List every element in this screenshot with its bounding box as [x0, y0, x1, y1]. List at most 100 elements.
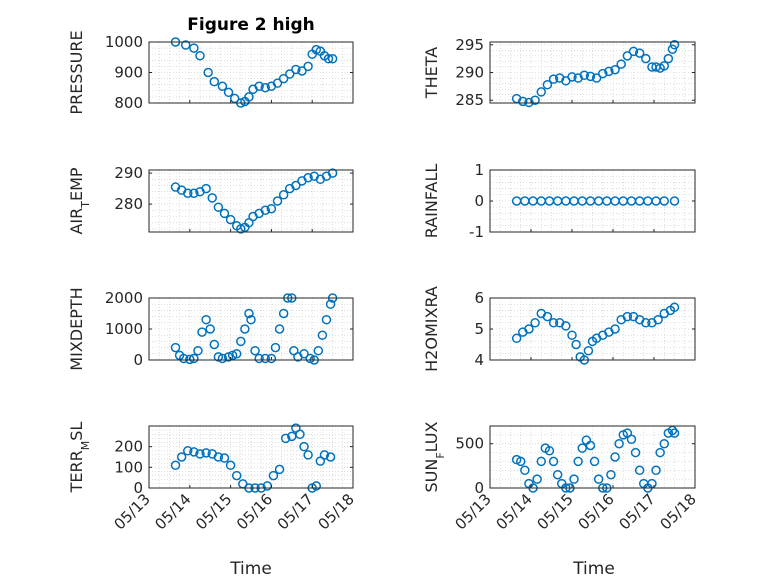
panel-rainfall-ytick-label: 1	[474, 161, 484, 179]
panel-sun-flux-point	[593, 474, 604, 484]
panel-mixdepth-point	[223, 352, 234, 362]
panel-pressure-point	[254, 81, 264, 91]
panel-h2omixra-point	[561, 321, 571, 331]
panel-h2omixra-point	[524, 324, 534, 334]
panel-h2omixra-ytick-label: 4	[474, 351, 484, 369]
panel-theta-point	[667, 44, 678, 54]
panel-air-temp-ytick-label: 280	[114, 195, 143, 213]
panel-sun-flux-point	[544, 446, 555, 456]
panel-pressure-ytick-label: 900	[114, 64, 143, 82]
panel-sun-flux-ytick-label: 0	[474, 479, 484, 497]
panel-mixdepth-point	[185, 354, 195, 365]
panel-theta-point	[628, 46, 639, 57]
panel-air-temp-ytick-label: 290	[114, 164, 143, 182]
panel-pressure-point	[260, 83, 271, 93]
panel-theta-ytick-label: 290	[455, 64, 484, 82]
panel-h2omixra-point	[622, 311, 633, 322]
panel-theta-point	[663, 53, 674, 64]
panel-theta: 285 290 295 THETA	[422, 36, 696, 109]
panel-theta-point	[579, 70, 590, 81]
panel-pressure-point	[278, 73, 289, 84]
panel-h2omixra-ylabel: H2OMIXRA	[422, 286, 441, 372]
panel-mixdepth-point	[231, 349, 242, 359]
panel-h2omixra: 4 5 6 H2OMIXRA	[422, 286, 696, 372]
panel-sun-flux-point	[630, 447, 641, 458]
panel-rainfall-ylabel: RAINFALL	[422, 164, 441, 239]
panel-sun-flux-point	[589, 456, 600, 467]
panel-terr-msl-point	[176, 452, 187, 462]
panel-mixdepth-point	[246, 314, 256, 325]
panel-terr-msl-ytick-label: 100	[114, 458, 143, 476]
panel-theta-point	[669, 40, 680, 50]
panel-mixdepth-ytick-label: 1000	[105, 320, 143, 338]
panel-sun-flux-point	[585, 440, 596, 451]
panel-theta-point	[610, 64, 620, 75]
panel-pressure-point	[311, 44, 322, 55]
panel-mixdepth-point	[299, 349, 309, 359]
panel-mixdepth: 0 1000 2000 MIXDEPTH	[67, 287, 354, 371]
panel-terr-msl-xtick-label: 05/18	[315, 490, 358, 533]
panel-terr-msl-point	[189, 447, 199, 457]
panel-mixdepth-point	[217, 353, 228, 364]
panel-sun-flux-point	[577, 443, 587, 453]
panel-pressure-point	[303, 61, 313, 72]
panel-pressure-point	[189, 43, 199, 53]
panel-h2omixra-point	[548, 318, 559, 328]
panel-pressure-point	[195, 50, 205, 61]
panel-mixdepth-point	[236, 336, 246, 347]
panel-rainfall: -1 0 1 RAINFALL	[422, 161, 696, 241]
panel-theta-point	[634, 48, 645, 58]
panel-mixdepth-point	[205, 324, 215, 334]
panel-air-temp-point	[183, 188, 193, 198]
panel-air-temp-point	[327, 168, 338, 178]
panel-sun-flux-point	[614, 438, 624, 449]
panel-theta-point	[616, 59, 626, 69]
panel-h2omixra-point	[583, 345, 594, 356]
panel-pressure-point	[285, 69, 295, 79]
panel-mixdepth-point	[274, 324, 285, 334]
panel-theta-ylabel: THETA	[422, 47, 441, 99]
panel-terr-msl-xtick-label: 05/16	[233, 490, 276, 533]
panel-sun-flux-point	[569, 474, 579, 484]
panel-theta-ytick-label: 295	[455, 36, 484, 54]
panel-terr-msl-point	[268, 470, 279, 481]
panel-terr-msl-xtick-label: 05/15	[192, 490, 235, 533]
panel-pressure-point	[209, 76, 220, 87]
panel-air-temp-point	[225, 214, 236, 225]
panel-mixdepth-ytick-label: 2000	[105, 289, 143, 307]
panel-theta-point	[659, 61, 669, 71]
panel-terr-msl-ylabel: TERRMSL	[67, 422, 92, 494]
panel-sun-flux-point	[520, 465, 530, 476]
panel-sun-flux-point	[610, 452, 620, 462]
panel-pressure: 800 900 1000 PRESSURE	[67, 30, 354, 115]
panel-terr-msl-ytick-label: 0	[133, 479, 143, 497]
x-axis-label-right: Time	[572, 559, 615, 579]
panel-mixdepth-point	[260, 353, 271, 364]
panel-theta-point	[622, 51, 633, 61]
panel-sun-flux-ytick-label: 500	[455, 435, 484, 453]
panel-theta-point	[518, 96, 528, 107]
panel-mixdepth-point	[244, 308, 254, 319]
panel-mixdepth-point	[178, 353, 189, 364]
panel-air-temp-point	[213, 202, 224, 212]
panel-air-temp: 280 290 AIRTEMP	[67, 164, 354, 235]
panel-sun-flux-point	[552, 469, 563, 480]
panel-mixdepth-point	[209, 339, 220, 350]
panel-sun-flux-xtick-label: 05/15	[534, 490, 577, 533]
panel-sun-flux-point	[626, 434, 637, 445]
panel-pressure-point	[203, 67, 213, 78]
panel-terr-msl-axes-box	[148, 425, 354, 489]
panel-air-temp-point	[278, 190, 289, 200]
panel-sun-flux-point	[659, 438, 669, 449]
panel-mixdepth-point	[213, 352, 224, 362]
panel-terr-msl-point	[231, 470, 242, 481]
panel-mixdepth-point	[197, 327, 207, 337]
panel-mixdepth-point	[305, 353, 315, 364]
panel-mixdepth-point	[278, 308, 289, 319]
panel-air-temp-point	[189, 188, 199, 198]
panel-mixdepth-point	[254, 353, 264, 364]
